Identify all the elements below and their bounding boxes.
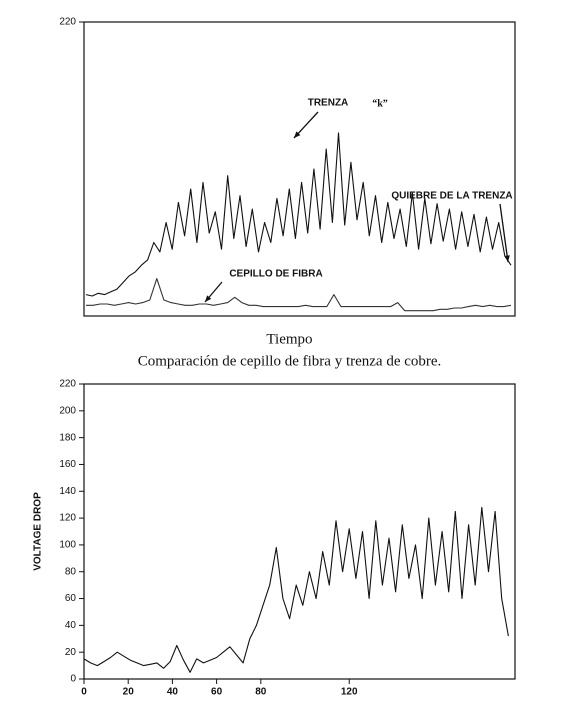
annotation-arrow (499, 203, 509, 263)
arrow-head (294, 131, 301, 138)
plot-frame (83, 21, 516, 317)
x-tick-label: 120 (341, 687, 358, 698)
y-tick-label: 100 (59, 540, 76, 551)
arrow-head (205, 295, 212, 302)
caption: Comparación de cepillo de fibra y trenza… (138, 353, 442, 369)
y-tick-label: 20 (65, 647, 77, 658)
y-tick-label: 160 (59, 459, 76, 470)
annotation: TRENZA (308, 98, 349, 109)
y-tick-label: 220 (59, 17, 76, 28)
y-tick-label: 220 (59, 379, 76, 390)
y-tick-label: 200 (59, 405, 76, 416)
data-line (86, 278, 512, 312)
x-tick-label: 80 (255, 687, 267, 698)
x-tick-label: 60 (211, 687, 223, 698)
annotation: QUIEBRE DE LA TRENZA (391, 191, 512, 202)
y-tick-label: 40 (65, 620, 77, 631)
x-tick-label: 0 (81, 687, 87, 698)
y-tick-label: 80 (65, 566, 77, 577)
annotation: CEPILLO DE FIBRA (229, 269, 322, 280)
arrow-head (504, 255, 510, 262)
x-tick-label: 40 (167, 687, 179, 698)
y-tick-label: 180 (59, 432, 76, 443)
x-axis-label: Tiempo (266, 331, 312, 347)
x-tick-label: 20 (123, 687, 135, 698)
y-tick-label: 60 (65, 593, 77, 604)
annotation: “k” (372, 98, 388, 109)
y-tick-label: 0 (70, 674, 76, 685)
data-line (83, 506, 509, 673)
plot-frame (83, 383, 516, 680)
y-axis-label: VOLTAGE DROP (33, 492, 44, 571)
data-line (85, 132, 512, 297)
y-tick-label: 120 (59, 513, 76, 524)
y-tick-label: 140 (59, 486, 76, 497)
